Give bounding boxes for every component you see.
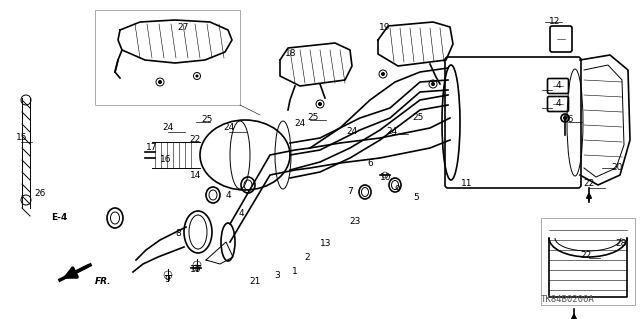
Text: 7: 7 (347, 188, 353, 197)
Bar (541, 218, 635, 305)
Text: 9: 9 (394, 184, 400, 194)
Text: 26: 26 (35, 189, 45, 197)
Text: 4: 4 (238, 210, 244, 219)
Text: 19: 19 (380, 24, 391, 33)
Text: 28: 28 (615, 239, 627, 248)
Text: 4: 4 (555, 81, 561, 91)
Text: 22: 22 (189, 135, 200, 144)
Circle shape (381, 72, 385, 76)
Text: 1: 1 (292, 268, 298, 277)
Text: 24: 24 (346, 127, 358, 136)
Text: 5: 5 (413, 192, 419, 202)
Circle shape (431, 82, 435, 86)
Text: 24: 24 (163, 123, 173, 132)
Text: 25: 25 (412, 113, 424, 122)
Text: 23: 23 (349, 218, 361, 226)
Text: E-4: E-4 (51, 213, 67, 222)
Text: 22: 22 (584, 180, 595, 189)
Text: 10: 10 (190, 265, 202, 275)
Text: 9: 9 (164, 275, 170, 284)
Text: 4: 4 (555, 100, 561, 108)
Circle shape (195, 75, 198, 78)
Bar (95, 10, 240, 105)
Text: 2: 2 (304, 254, 310, 263)
Text: 24: 24 (294, 120, 306, 129)
Circle shape (563, 116, 567, 120)
Text: 25: 25 (202, 115, 212, 123)
Circle shape (158, 80, 162, 84)
Text: 27: 27 (177, 23, 189, 32)
Text: 16: 16 (160, 154, 172, 164)
Text: 25: 25 (307, 113, 319, 122)
Text: 3: 3 (274, 271, 280, 279)
Text: FR.: FR. (95, 278, 111, 286)
Text: 20: 20 (611, 162, 623, 172)
Text: 4: 4 (225, 191, 231, 201)
Text: 24: 24 (387, 127, 397, 136)
Text: 15: 15 (16, 133, 28, 143)
Text: 12: 12 (549, 18, 561, 26)
Circle shape (318, 102, 322, 106)
Text: TK84B0200A: TK84B0200A (541, 295, 595, 305)
Text: 24: 24 (223, 123, 235, 132)
Text: 17: 17 (147, 144, 157, 152)
Text: 22: 22 (580, 250, 591, 259)
Text: 8: 8 (175, 228, 181, 238)
Text: 14: 14 (190, 170, 202, 180)
Text: 21: 21 (250, 277, 260, 286)
Text: 26: 26 (563, 115, 573, 123)
Text: 18: 18 (285, 49, 297, 58)
Text: 6: 6 (367, 159, 373, 167)
Text: 10: 10 (380, 173, 392, 182)
Text: 11: 11 (461, 179, 473, 188)
Text: 13: 13 (320, 239, 332, 248)
